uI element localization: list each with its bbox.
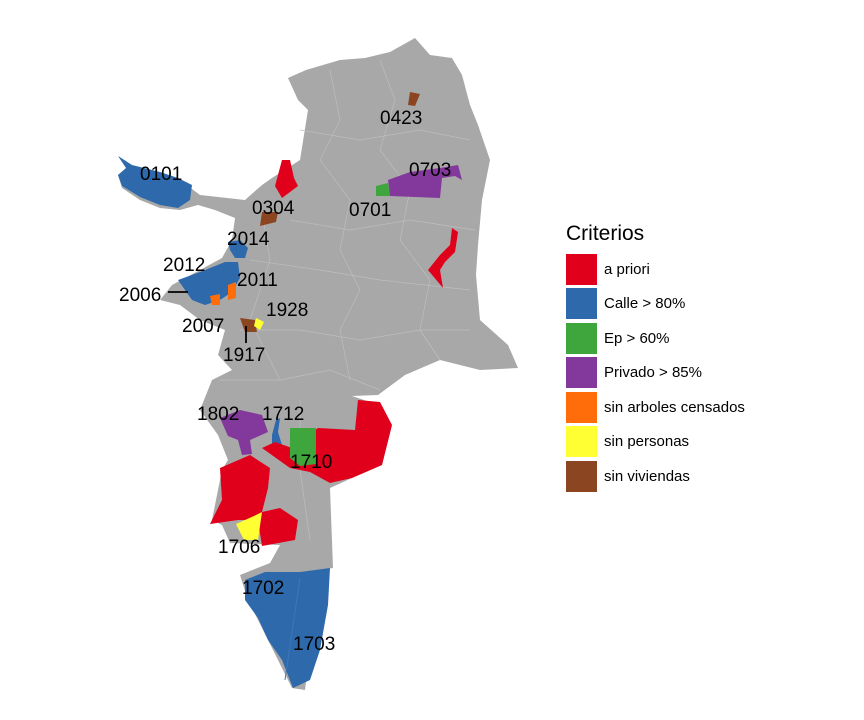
legend-item-sin-arboles: sin arboles censados — [566, 390, 745, 425]
legend-label: sin arboles censados — [604, 398, 745, 416]
zone-1710 — [290, 428, 316, 466]
zone-a-priori-center — [262, 400, 392, 483]
city-base-area — [118, 38, 518, 690]
legend-label: Privado > 85% — [604, 364, 702, 382]
legend-label: Ep > 60% — [604, 329, 670, 347]
label-2007: 2007 — [182, 316, 224, 337]
legend-label: sin personas — [604, 433, 690, 451]
legend-item-a-priori: a priori — [566, 252, 745, 287]
district-boundaries — [220, 59, 476, 541]
label-1703: 1703 — [293, 634, 335, 655]
legend-item-sin-viviendas: sin viviendas — [566, 459, 745, 494]
legend-item-ep: Ep > 60% — [566, 321, 745, 356]
legend-swatch — [566, 322, 597, 354]
label-1710: 1710 — [290, 452, 332, 473]
zone-2006-2012 — [178, 262, 240, 305]
label-0101: 0101 — [140, 164, 182, 185]
label-1712: 1712 — [262, 404, 304, 425]
label-0423: 0423 — [380, 108, 422, 129]
zone-a-priori-east — [428, 228, 458, 288]
label-1706: 1706 — [218, 537, 260, 558]
label-2014: 2014 — [227, 229, 270, 250]
legend: Criterios a priori Calle > 80% Ep > 60% Pri… — [566, 222, 745, 494]
divider-1702-1703 — [284, 577, 301, 681]
legend-swatch — [566, 253, 597, 285]
zone-a-priori-north — [275, 160, 298, 198]
legend-swatch — [566, 391, 597, 423]
zone-2011 — [228, 282, 236, 300]
zone-0423 — [408, 92, 420, 106]
legend-swatch — [566, 426, 597, 458]
label-0701: 0701 — [349, 200, 391, 221]
legend-label: Calle > 80% — [604, 295, 686, 313]
legend-label: a priori — [604, 260, 650, 278]
label-0703: 0703 — [409, 160, 451, 181]
zone-1928 — [254, 318, 264, 330]
legend-item-sin-personas: sin personas — [566, 425, 745, 460]
legend-items: a priori Calle > 80% Ep > 60% Privado > 85%… — [566, 252, 745, 494]
legend-swatch — [566, 460, 597, 492]
zone-2007 — [210, 294, 220, 305]
legend-item-privado: Privado > 85% — [566, 356, 745, 391]
zone-0101 — [118, 156, 192, 208]
label-0304: 0304 — [252, 198, 295, 219]
label-1802: 1802 — [197, 404, 239, 425]
zone-1706 — [236, 512, 262, 540]
legend-label: sin viviendas — [604, 467, 690, 485]
label-1928: 1928 — [266, 300, 308, 321]
zone-0701 — [376, 183, 390, 196]
zone-1702-1703 — [245, 568, 330, 688]
legend-title: Criterios — [566, 222, 645, 245]
legend-swatch — [566, 288, 597, 320]
label-1917: 1917 — [223, 345, 265, 366]
label-2006: 2006 — [119, 285, 161, 306]
label-2012: 2012 — [163, 255, 205, 276]
label-1702: 1702 — [242, 578, 284, 599]
zone-1802 — [220, 410, 268, 455]
zone-1917 — [240, 318, 257, 332]
zone-1712 — [272, 418, 282, 447]
legend-item-calle: Calle > 80% — [566, 287, 745, 322]
label-2011: 2011 — [237, 270, 278, 291]
zone-2014 — [228, 240, 248, 258]
legend-swatch — [566, 357, 597, 389]
zone-a-priori-south — [210, 455, 298, 546]
zone-0703 — [388, 165, 462, 198]
zone-0304 — [260, 212, 278, 226]
